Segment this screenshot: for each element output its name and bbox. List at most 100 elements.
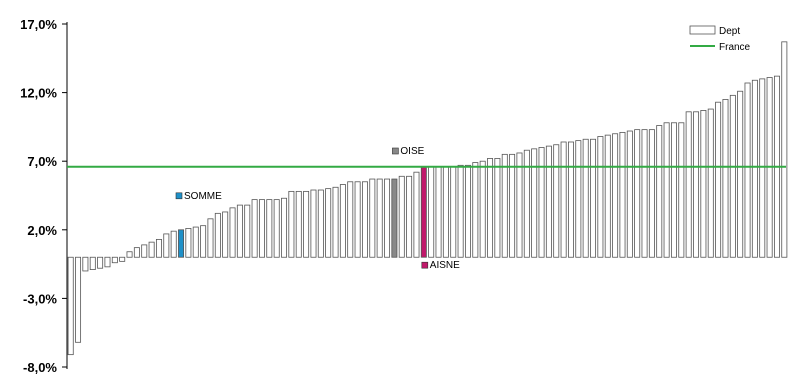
bar xyxy=(258,199,265,258)
bar xyxy=(75,256,82,343)
bar xyxy=(413,171,420,258)
bar xyxy=(509,153,516,258)
bar xyxy=(170,230,177,258)
bar xyxy=(126,251,133,258)
bar xyxy=(545,145,552,258)
bar xyxy=(560,141,567,258)
bar xyxy=(332,186,339,258)
highlight-label: OISE xyxy=(400,146,424,157)
y-tick-label: -3,0% xyxy=(23,291,57,306)
bar xyxy=(192,226,199,258)
bar xyxy=(479,160,486,258)
bar xyxy=(612,133,619,258)
bar xyxy=(288,190,295,258)
bar xyxy=(531,148,538,258)
bar xyxy=(133,247,140,258)
bar xyxy=(89,256,96,270)
bar xyxy=(472,162,479,258)
bar xyxy=(707,108,714,258)
bar xyxy=(693,111,700,258)
bar xyxy=(626,130,633,258)
bar xyxy=(678,122,685,258)
bar xyxy=(281,197,288,258)
bar xyxy=(163,233,170,258)
bar xyxy=(369,178,376,258)
legend-label-france: France xyxy=(719,42,751,53)
bar xyxy=(347,181,354,258)
legend: Dept France xyxy=(689,25,751,53)
y-tick-label: 12,0% xyxy=(20,86,57,101)
bar xyxy=(214,212,221,258)
bar xyxy=(391,178,398,258)
bar xyxy=(178,229,185,258)
bar xyxy=(354,181,361,258)
bar xyxy=(185,228,192,258)
bar xyxy=(722,99,729,258)
y-tick-label: -8,0% xyxy=(23,360,57,374)
highlight-label: AISNE xyxy=(430,260,460,271)
highlight-marker xyxy=(392,147,399,155)
bar xyxy=(141,244,148,258)
bar xyxy=(317,189,324,258)
bar xyxy=(155,238,162,258)
bar xyxy=(222,211,229,258)
bar xyxy=(200,225,207,258)
bar xyxy=(273,199,280,258)
bar xyxy=(494,158,501,258)
bar xyxy=(781,41,788,258)
bar xyxy=(325,188,332,258)
highlight-marker xyxy=(421,261,429,269)
annotation-layer: SOMME OISE AISNE xyxy=(175,146,460,271)
bar xyxy=(67,256,74,356)
bar xyxy=(457,164,464,258)
bar xyxy=(685,111,692,258)
bar xyxy=(567,141,574,258)
y-tick-label: 17,0% xyxy=(20,17,57,32)
bar xyxy=(207,218,214,258)
bar xyxy=(376,178,383,258)
bar xyxy=(656,125,663,258)
bar xyxy=(737,90,744,258)
bar xyxy=(604,134,611,258)
bar xyxy=(759,78,766,258)
bar xyxy=(590,138,597,258)
bar xyxy=(538,147,545,258)
bar xyxy=(582,138,589,258)
bar xyxy=(619,131,626,258)
bar xyxy=(111,256,118,264)
highlight-label: SOMME xyxy=(184,191,222,202)
bar xyxy=(575,140,582,258)
bar xyxy=(715,101,722,258)
bar xyxy=(339,184,346,258)
bar xyxy=(148,241,155,258)
bar xyxy=(663,122,670,258)
y-tick-label: 7,0% xyxy=(27,154,57,169)
bars-layer xyxy=(67,41,788,356)
bar xyxy=(634,129,641,258)
bar xyxy=(442,166,449,258)
legend-label-dept: Dept xyxy=(719,26,740,37)
bar xyxy=(700,110,707,258)
highlight-marker xyxy=(175,192,183,200)
bar xyxy=(266,199,273,258)
bar xyxy=(97,256,104,269)
bar xyxy=(384,178,391,258)
bar xyxy=(523,149,530,258)
bar xyxy=(420,166,427,258)
axis-layer: 17,0% 12,0% 7,0% 2,0% -3,0% -8,0% xyxy=(20,17,68,374)
bar xyxy=(428,166,435,258)
bar xyxy=(516,152,523,258)
bar xyxy=(729,94,736,258)
bar xyxy=(553,144,560,258)
bar xyxy=(310,189,317,258)
bar xyxy=(244,204,251,258)
bar xyxy=(229,207,236,258)
bar xyxy=(744,82,751,258)
legend-swatch-dept xyxy=(689,25,716,35)
y-tick-label: 2,0% xyxy=(27,223,57,238)
bar xyxy=(597,136,604,258)
bar xyxy=(119,256,126,262)
bar xyxy=(450,166,457,258)
bar xyxy=(104,256,111,268)
